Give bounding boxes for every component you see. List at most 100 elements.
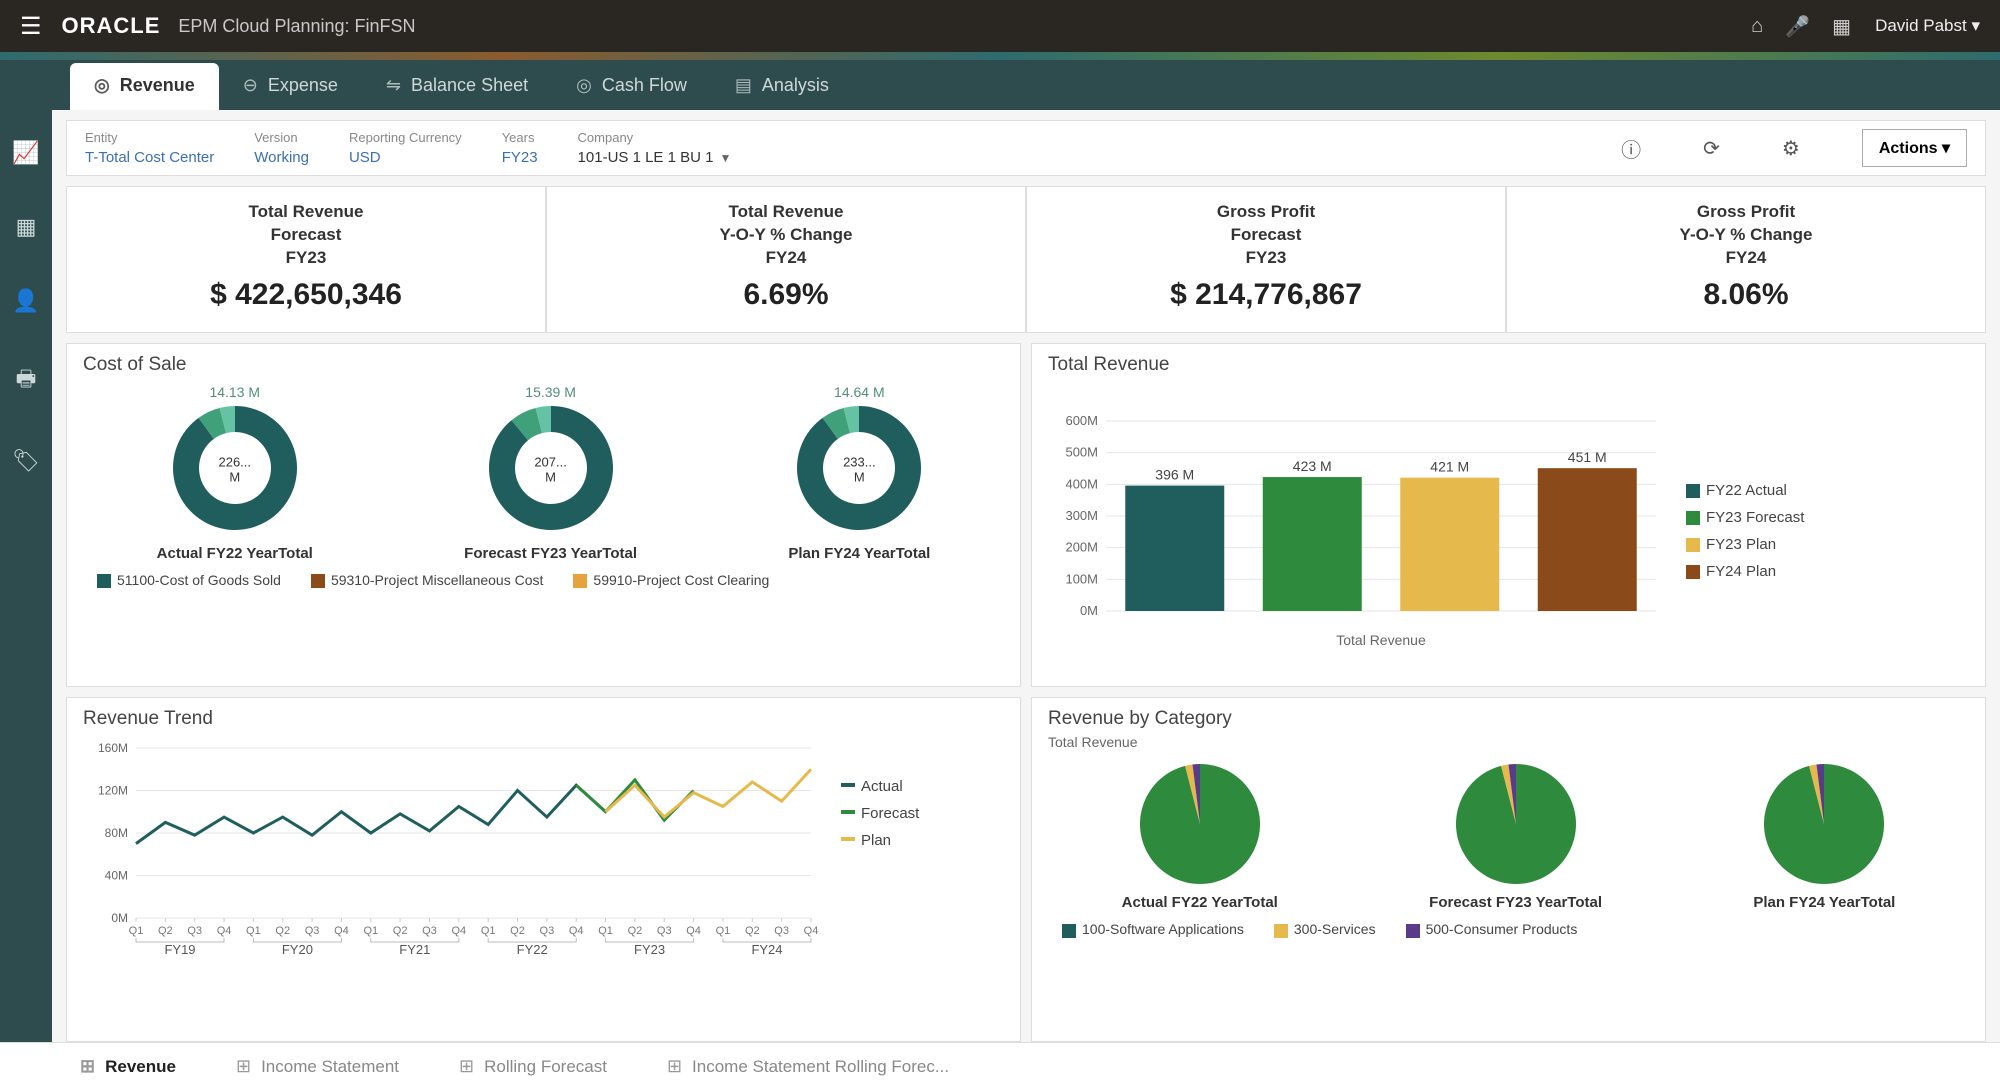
svg-text:Q3: Q3 [540, 925, 555, 937]
svg-text:0M: 0M [111, 911, 128, 925]
legend-item: 300-Services [1274, 921, 1376, 937]
pie-caption: Plan FY24 YearTotal [1753, 894, 1895, 911]
rail-print-icon[interactable]: 🖶 [16, 362, 37, 400]
decorative-strip [0, 52, 2000, 60]
filter-company[interactable]: Company 101-US 1 LE 1 BU 1▼ [578, 130, 732, 166]
svg-text:Q1: Q1 [246, 925, 261, 937]
tab-label: Cash Flow [602, 75, 687, 96]
footer-tab-icon: ⊞ [236, 1056, 251, 1077]
card-title: Cost of Sale [67, 344, 1020, 380]
card-subtitle: Total Revenue [1032, 734, 1985, 756]
pie-chart: Actual FY22 YearTotal [1122, 764, 1278, 911]
svg-text:Q4: Q4 [217, 925, 232, 937]
svg-text:40M: 40M [105, 869, 128, 883]
tab-icon: ▤ [735, 75, 752, 96]
kpi-value: 8.06% [1517, 278, 1975, 312]
legend-item: 59310-Project Miscellaneous Cost [311, 572, 543, 588]
nav-tab-expense[interactable]: ⊖ Expense [219, 63, 362, 110]
tab-icon: ◎ [576, 75, 592, 96]
filter-label: Company [578, 130, 732, 145]
footer-tab-income-statement[interactable]: ⊞Income Statement [236, 1056, 399, 1077]
home-icon[interactable]: ⌂ [1751, 15, 1763, 38]
line-chart: 0M40M80M120M160MQ1Q2Q3Q4Q1Q2Q3Q4Q1Q2Q3Q4… [81, 738, 821, 968]
filter-entity[interactable]: EntityT-Total Cost Center [85, 130, 214, 166]
filter-version[interactable]: VersionWorking [254, 130, 309, 166]
svg-text:600M: 600M [1065, 413, 1098, 428]
legend-item: 51100-Cost of Goods Sold [97, 572, 281, 588]
filter-bar: EntityT-Total Cost Center VersionWorking R… [66, 120, 1986, 176]
svg-text:100M: 100M [1065, 571, 1098, 586]
donut-top-label: 14.64 M [834, 384, 885, 400]
app-subtitle: EPM Cloud Planning: FinFSN [178, 16, 415, 37]
actions-button[interactable]: Actions ▾ [1862, 129, 1967, 167]
footer-tab-rolling-forecast[interactable]: ⊞Rolling Forecast [459, 1056, 607, 1077]
svg-text:FY19: FY19 [164, 942, 195, 957]
svg-text:Q2: Q2 [628, 925, 643, 937]
svg-text:Q2: Q2 [275, 925, 290, 937]
apps-icon[interactable]: ▦ [1832, 14, 1851, 39]
donut-chart: 15.39 M207...MForecast FY23 YearTotal [464, 384, 637, 562]
legend-item: FY24 Plan [1686, 563, 1804, 580]
footer-tab-icon: ⊞ [667, 1056, 682, 1077]
tab-icon: ⇋ [386, 75, 401, 96]
filter-value[interactable]: Working [254, 149, 309, 166]
filter-value[interactable]: FY23 [502, 149, 538, 166]
legend-item: 59910-Project Cost Clearing [573, 572, 769, 588]
svg-text:Q2: Q2 [158, 925, 173, 937]
svg-text:300M: 300M [1065, 508, 1098, 523]
refresh-icon[interactable]: ⟳ [1703, 136, 1720, 161]
svg-text:423 M: 423 M [1293, 458, 1332, 474]
kpi-row: Total RevenueForecastFY23$ 422,650,346To… [66, 186, 1986, 333]
nav-tab-cash-flow[interactable]: ◎ Cash Flow [552, 63, 711, 110]
svg-text:Q3: Q3 [422, 925, 437, 937]
svg-text:Q4: Q4 [804, 925, 819, 937]
donut-chart: 14.13 M226...MActual FY22 YearTotal [157, 384, 313, 562]
svg-text:Q3: Q3 [774, 925, 789, 937]
kpi-card: Gross ProfitForecastFY23$ 214,776,867 [1026, 186, 1506, 333]
nav-tab-balance-sheet[interactable]: ⇋Balance Sheet [362, 63, 552, 110]
rail-chart-icon[interactable]: 📈 [12, 140, 39, 166]
svg-text:FY20: FY20 [282, 942, 313, 957]
footer-tab-income-statement-rolling-forec-[interactable]: ⊞Income Statement Rolling Forec... [667, 1056, 949, 1077]
nav-tab-revenue[interactable]: ◎Revenue [70, 63, 219, 110]
svg-text:400M: 400M [1065, 476, 1098, 491]
card-title: Revenue Trend [67, 698, 1020, 734]
svg-text:Q1: Q1 [129, 925, 144, 937]
rail-grid-icon[interactable]: ▦ [16, 214, 37, 240]
tab-label: Analysis [762, 75, 829, 96]
footer-tab-revenue[interactable]: ⊞Revenue [80, 1056, 176, 1077]
nav-tab-analysis[interactable]: ▤ Analysis [711, 63, 853, 110]
gear-icon[interactable]: ⚙ [1782, 136, 1800, 161]
filter-value[interactable]: 101-US 1 LE 1 BU 1▼ [578, 149, 732, 166]
mic-icon[interactable]: 🎤 [1785, 14, 1810, 39]
filter-reporting-currency[interactable]: Reporting CurrencyUSD [349, 130, 462, 166]
svg-text:Q4: Q4 [569, 925, 584, 937]
kpi-title: Gross ProfitY-O-Y % ChangeFY24 [1517, 201, 1975, 270]
kpi-title: Total RevenueForecastFY23 [77, 201, 535, 270]
filter-years[interactable]: YearsFY23 [502, 130, 538, 166]
rail-person-icon[interactable]: 👤 [12, 288, 39, 314]
info-icon[interactable]: ⓘ [1621, 134, 1641, 163]
bar-chart: 0M100M200M300M400M500M600M396 M423 M421 … [1046, 411, 1666, 651]
rail-tag-icon[interactable]: 🏷 [12, 448, 40, 474]
svg-text:500M: 500M [1065, 445, 1098, 460]
total-revenue-card: Total Revenue 0M100M200M300M400M500M600M… [1031, 343, 1986, 688]
donut-center-label: 226...M [218, 456, 251, 485]
kpi-value: 6.69% [557, 278, 1015, 312]
user-menu[interactable]: David Pabst ▾ [1875, 16, 1980, 36]
filter-value[interactable]: T-Total Cost Center [85, 149, 214, 166]
legend-item: FY23 Plan [1686, 536, 1804, 553]
donut-top-label: 14.13 M [209, 384, 260, 400]
pie-chart: Forecast FY23 YearTotal [1429, 764, 1602, 911]
tab-icon: ⊖ [243, 75, 258, 96]
card-title: Revenue by Category [1032, 698, 1985, 734]
hamburger-icon[interactable]: ☰ [20, 12, 42, 41]
svg-text:FY24: FY24 [751, 942, 782, 957]
tab-label: Expense [268, 75, 338, 96]
kpi-value: $ 422,650,346 [77, 278, 535, 312]
svg-text:Q3: Q3 [187, 925, 202, 937]
svg-text:Q3: Q3 [305, 925, 320, 937]
svg-text:421 M: 421 M [1430, 459, 1469, 475]
legend-item: FY23 Forecast [1686, 509, 1804, 526]
filter-value[interactable]: USD [349, 149, 462, 166]
